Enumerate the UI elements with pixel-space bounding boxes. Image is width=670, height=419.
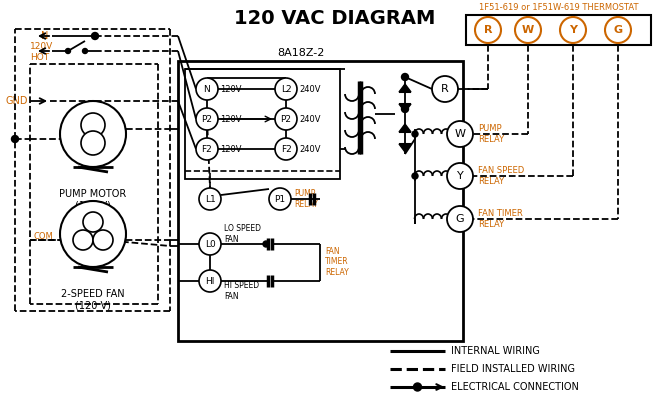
Circle shape	[401, 106, 409, 112]
Polygon shape	[399, 124, 411, 132]
Text: HI SPEED
FAN: HI SPEED FAN	[224, 281, 259, 301]
Text: N: N	[204, 85, 210, 93]
Circle shape	[196, 108, 218, 130]
Text: 1F51-619 or 1F51W-619 THERMOSTAT: 1F51-619 or 1F51W-619 THERMOSTAT	[479, 3, 639, 12]
Text: L0: L0	[204, 240, 215, 248]
Circle shape	[11, 135, 19, 142]
Text: HOT: HOT	[30, 52, 49, 62]
Text: PUMP MOTOR
(120 V): PUMP MOTOR (120 V)	[60, 189, 127, 211]
Polygon shape	[399, 104, 411, 112]
Text: FAN
TIMER
RELAY: FAN TIMER RELAY	[325, 247, 349, 277]
Circle shape	[66, 49, 70, 54]
Text: R: R	[484, 25, 492, 35]
Circle shape	[196, 78, 218, 100]
Circle shape	[447, 121, 473, 147]
Text: 120V: 120V	[30, 41, 53, 51]
Text: F2: F2	[202, 145, 212, 153]
Circle shape	[81, 131, 105, 155]
Circle shape	[401, 73, 409, 80]
Circle shape	[412, 173, 418, 179]
Text: P1: P1	[275, 194, 285, 204]
Text: FAN TIMER
RELAY: FAN TIMER RELAY	[478, 210, 523, 229]
Bar	[466, 15, 651, 45]
Circle shape	[275, 108, 297, 130]
Text: G: G	[456, 214, 464, 224]
Text: L2: L2	[281, 85, 291, 93]
Circle shape	[432, 76, 458, 102]
Polygon shape	[399, 144, 411, 152]
Text: N: N	[41, 31, 48, 41]
Circle shape	[73, 230, 93, 250]
Circle shape	[275, 138, 297, 160]
Bar	[178, 61, 463, 341]
Text: W: W	[522, 25, 534, 35]
Circle shape	[60, 101, 126, 167]
Text: Y: Y	[457, 171, 464, 181]
Text: G: G	[614, 25, 622, 35]
Bar	[185, 69, 340, 179]
Text: W: W	[454, 129, 466, 139]
Text: LO SPEED
FAN: LO SPEED FAN	[224, 224, 261, 244]
Text: 2-SPEED FAN
(120 V): 2-SPEED FAN (120 V)	[61, 289, 125, 310]
Text: FAN SPEED
RELAY: FAN SPEED RELAY	[478, 166, 524, 186]
Circle shape	[92, 33, 98, 39]
Circle shape	[263, 241, 269, 247]
Text: 240V: 240V	[299, 85, 320, 93]
Circle shape	[447, 206, 473, 232]
Circle shape	[412, 131, 418, 137]
Circle shape	[93, 230, 113, 250]
Circle shape	[83, 212, 103, 232]
Circle shape	[269, 188, 291, 210]
Circle shape	[560, 17, 586, 43]
Polygon shape	[399, 84, 411, 92]
Text: INTERNAL WIRING: INTERNAL WIRING	[451, 346, 540, 356]
Circle shape	[605, 17, 631, 43]
Circle shape	[413, 383, 421, 391]
Text: FIELD INSTALLED WIRING: FIELD INSTALLED WIRING	[451, 364, 575, 374]
Text: L1: L1	[204, 194, 215, 204]
Text: R: R	[441, 84, 449, 94]
Circle shape	[475, 17, 501, 43]
Text: 240V: 240V	[299, 145, 320, 153]
Text: 8A18Z-2: 8A18Z-2	[277, 48, 324, 58]
Circle shape	[275, 78, 297, 100]
Text: Y: Y	[569, 25, 577, 35]
Text: PUMP
RELAY: PUMP RELAY	[478, 124, 504, 144]
Text: HI: HI	[205, 277, 214, 285]
Circle shape	[199, 270, 221, 292]
Text: ELECTRICAL CONNECTION: ELECTRICAL CONNECTION	[451, 382, 579, 392]
Text: 120 VAC DIAGRAM: 120 VAC DIAGRAM	[234, 9, 436, 28]
Circle shape	[81, 113, 105, 137]
Circle shape	[82, 49, 88, 54]
Text: P2: P2	[202, 114, 212, 124]
Circle shape	[199, 233, 221, 255]
Text: PUMP
RELAY: PUMP RELAY	[294, 189, 318, 209]
Text: LO: LO	[78, 237, 88, 243]
Circle shape	[515, 17, 541, 43]
Text: GND: GND	[5, 96, 28, 106]
Text: 120V: 120V	[220, 114, 241, 124]
Text: 240V: 240V	[299, 114, 320, 124]
Text: COM: COM	[34, 232, 53, 241]
Text: F2: F2	[281, 145, 291, 153]
Text: HI: HI	[99, 237, 107, 243]
Circle shape	[447, 163, 473, 189]
Circle shape	[60, 201, 126, 267]
Text: 120V: 120V	[220, 85, 241, 93]
Circle shape	[196, 138, 218, 160]
Text: P2: P2	[281, 114, 291, 124]
Text: 120V: 120V	[220, 145, 241, 153]
Circle shape	[199, 188, 221, 210]
